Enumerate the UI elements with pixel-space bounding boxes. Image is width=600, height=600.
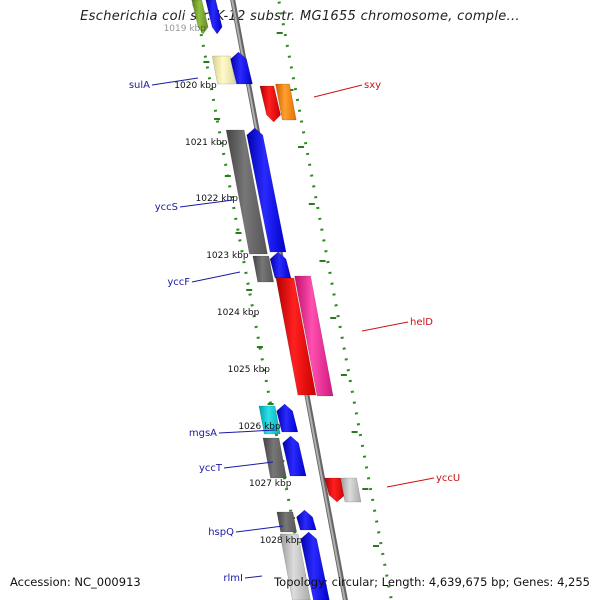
gene-block[interactable] [258,405,281,435]
gene-label-mgsA[interactable]: mgsA [189,428,217,439]
gene-block[interactable] [262,437,287,479]
kbp-ticks: 1019 kbp 1020 kbp 1021 kbp 1022 kbp 1023 kbp… [164,24,303,546]
kbp-tick-label: 1019 kbp [164,24,207,34]
gene-block[interactable] [276,403,299,433]
gene-block[interactable] [324,477,346,503]
label-leader-line [244,575,263,579]
topology-text: Topology: circular; Length: 4,639,675 bp… [274,575,590,589]
gene-block[interactable] [282,435,307,477]
gene-block[interactable] [225,129,268,255]
label-leader-line [235,525,284,533]
gene-block[interactable] [252,255,274,283]
label-leader-line [223,461,274,469]
gene-block[interactable] [296,509,317,531]
label-leader-line [151,77,199,86]
gene-label-yccU[interactable]: yccU [436,473,460,484]
gene-block[interactable] [230,51,253,85]
label-leader-line [191,271,241,283]
gene-block[interactable] [300,531,330,600]
kbp-tick-label: 1027 kbp [249,479,292,489]
gene-block[interactable] [279,533,311,600]
gene-features [191,0,362,600]
gene-block[interactable] [191,0,209,35]
gene-block[interactable] [269,251,292,279]
kbp-tick-label: 1024 kbp [217,308,260,318]
gene-label-yccS[interactable]: yccS [155,202,178,213]
gene-label-rlmI[interactable]: rlmI [223,573,243,584]
label-leader-line [218,429,276,434]
gene-label-helD[interactable]: helD [410,317,433,328]
gene-block[interactable] [205,0,223,35]
label-leader-line [179,199,234,208]
gene-label-sulA[interactable]: sulA [129,80,150,91]
accession-text: Accession: NC_000913 [10,575,141,589]
kbp-tick-label: 1020 kbp [174,81,217,91]
gene-label-yccT[interactable]: yccT [199,463,223,474]
gene-block[interactable] [340,477,362,503]
map-title: Escherichia coli str. K-12 substr. MG165… [80,9,520,24]
kbp-tick-label: 1026 kbp [238,422,281,432]
kbp-tick-label: 1028 kbp [260,536,303,546]
kbp-tick-label: 1022 kbp [196,194,239,204]
label-leader-line [386,477,435,488]
gene-block[interactable] [259,85,281,123]
gene-block[interactable] [246,127,287,253]
gene-block[interactable] [275,83,297,121]
gene-block[interactable] [294,275,334,397]
gene-block[interactable] [275,277,317,396]
gene-labels: sulA yccS yccF mgsA yccT hspQ rlmI sxy helD yccU [129,77,460,584]
gene-label-sxy[interactable]: sxy [364,80,381,91]
label-leader-line [313,84,363,98]
kbp-tick-label: 1023 kbp [206,251,249,261]
gene-label-yccF[interactable]: yccF [167,277,190,288]
gene-block[interactable] [211,55,236,85]
label-leader-line [361,321,409,332]
kbp-tick-label: 1025 kbp [228,365,271,375]
gene-label-hspQ[interactable]: hspQ [208,527,234,538]
gene-block[interactable] [276,511,297,533]
kbp-tick-label: 1021 kbp [185,138,228,148]
